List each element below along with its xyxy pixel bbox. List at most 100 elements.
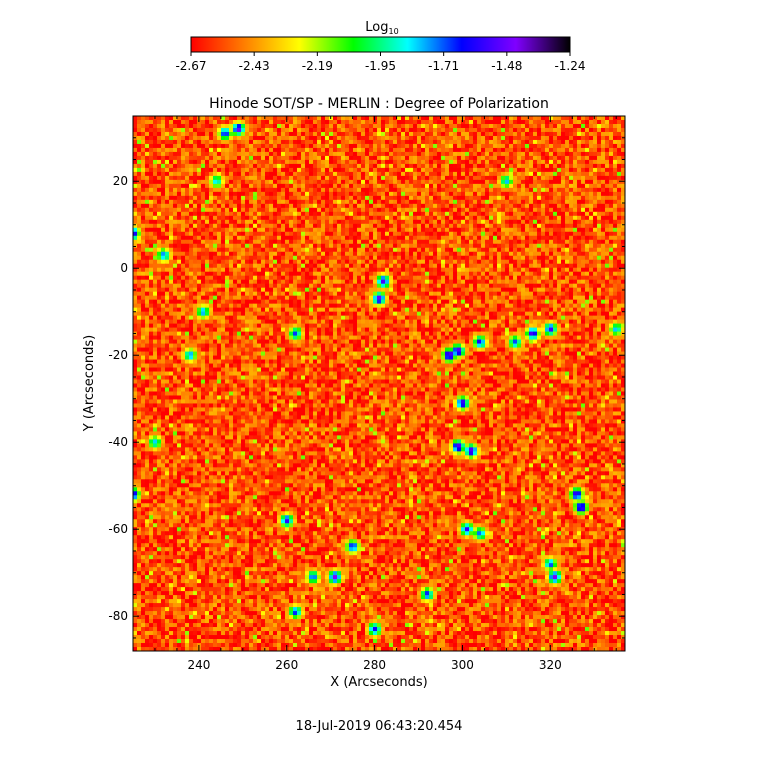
heatmap-cell <box>441 191 446 197</box>
heatmap-cell <box>585 131 590 137</box>
heatmap-cell <box>137 219 142 225</box>
heatmap-cell <box>253 251 258 257</box>
heatmap-cell <box>153 235 158 241</box>
heatmap-cell <box>325 247 330 253</box>
heatmap-cell <box>581 203 586 209</box>
heatmap-cell <box>361 203 366 209</box>
heatmap-cell <box>617 179 622 185</box>
heatmap-cell <box>521 227 526 233</box>
heatmap-cell <box>213 251 218 257</box>
heatmap-cell <box>401 179 406 185</box>
heatmap-cell <box>353 147 358 153</box>
heatmap-cell <box>397 215 402 221</box>
heatmap-cell <box>149 127 154 133</box>
heatmap-cell <box>321 219 326 225</box>
heatmap-cell <box>229 191 234 197</box>
heatmap-cell <box>605 219 610 225</box>
heatmap-cell <box>557 143 562 149</box>
heatmap-cell <box>577 255 582 261</box>
heatmap-cell <box>485 251 490 257</box>
heatmap-cell <box>209 139 214 145</box>
heatmap-cell <box>169 191 174 197</box>
heatmap-cell <box>289 211 294 217</box>
heatmap-cell <box>457 211 462 217</box>
heatmap-cell <box>321 267 326 273</box>
heatmap-cell <box>545 195 550 201</box>
heatmap-cell <box>289 151 294 157</box>
heatmap-cell <box>385 239 390 245</box>
heatmap-cell <box>185 187 190 193</box>
heatmap-cell <box>237 167 242 173</box>
heatmap-cell <box>153 263 158 269</box>
heatmap-cell <box>313 203 318 209</box>
heatmap-cell <box>425 239 430 245</box>
heatmap-cell <box>301 235 306 241</box>
heatmap-cell <box>217 135 222 141</box>
heatmap-cell <box>473 187 478 193</box>
heatmap-cell <box>325 187 330 193</box>
heatmap-cell <box>597 235 602 241</box>
heatmap-cell <box>285 167 290 173</box>
heatmap-cell <box>361 183 366 189</box>
heatmap-cell <box>233 119 238 125</box>
heatmap-cell <box>445 195 450 201</box>
heatmap-cell <box>573 271 578 277</box>
heatmap-cell <box>561 267 566 273</box>
heatmap-cell <box>249 271 254 277</box>
heatmap-cell <box>533 163 538 169</box>
heatmap-cell <box>249 131 254 137</box>
heatmap-cell <box>509 167 514 173</box>
heatmap-cell <box>301 243 306 249</box>
heatmap-cell <box>561 151 566 157</box>
heatmap-cell <box>269 155 274 161</box>
heatmap-cell <box>541 131 546 137</box>
heatmap-cell <box>405 167 410 173</box>
heatmap-cell <box>177 203 182 209</box>
heatmap-cell <box>233 127 238 133</box>
heatmap-cell <box>189 139 194 145</box>
heatmap-cell <box>229 275 234 281</box>
heatmap-cell <box>145 219 150 225</box>
heatmap-cell <box>521 171 526 177</box>
heatmap-cell <box>281 239 286 245</box>
heatmap-cell <box>577 203 582 209</box>
heatmap-cell <box>301 267 306 273</box>
heatmap-cell <box>609 267 614 273</box>
heatmap-cell <box>445 171 450 177</box>
heatmap-cell <box>225 251 230 257</box>
heatmap-cell <box>265 211 270 217</box>
heatmap-cell <box>557 116 562 121</box>
heatmap-cell <box>333 151 338 157</box>
heatmap-cell <box>301 143 306 149</box>
heatmap-cell <box>241 143 246 149</box>
heatmap-cell <box>157 116 162 121</box>
heatmap-cell <box>185 139 190 145</box>
heatmap-cell <box>145 119 150 125</box>
heatmap-cell <box>213 203 218 209</box>
heatmap-cell <box>537 147 542 153</box>
heatmap-cell <box>409 223 414 229</box>
heatmap-cell <box>293 215 298 221</box>
heatmap-cell <box>393 179 398 185</box>
heatmap-cell <box>513 247 518 253</box>
heatmap-cell <box>317 159 322 165</box>
heatmap-cell <box>301 123 306 129</box>
heatmap-cell <box>325 131 330 137</box>
heatmap-cell <box>577 259 582 265</box>
heatmap-cell <box>449 143 454 149</box>
heatmap-cell <box>621 131 625 137</box>
heatmap-cell <box>477 191 482 197</box>
heatmap-cell <box>577 183 582 189</box>
heatmap-cell <box>257 159 262 165</box>
heatmap-cell <box>597 151 602 157</box>
heatmap-cell <box>557 239 562 245</box>
heatmap-cell <box>393 211 398 217</box>
heatmap-cell <box>309 171 314 177</box>
heatmap-cell <box>341 247 346 253</box>
heatmap-cell <box>409 191 414 197</box>
heatmap-cell <box>457 223 462 229</box>
heatmap-cell <box>545 159 550 165</box>
heatmap-cell <box>225 143 230 149</box>
heatmap-cell <box>521 215 526 221</box>
heatmap-cell <box>205 203 210 209</box>
